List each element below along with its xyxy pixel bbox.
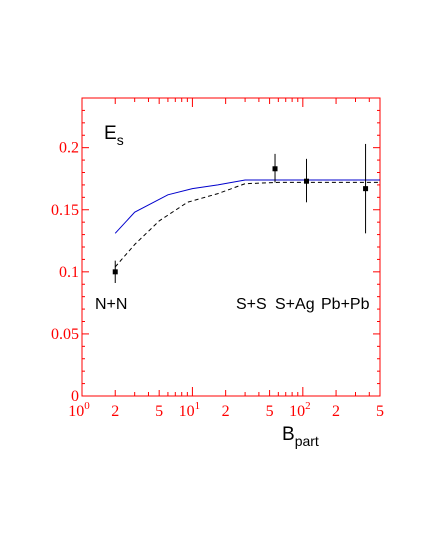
annotation-2: S+Ag [275, 296, 315, 313]
x-tick-label-0: 100 [68, 400, 90, 420]
x-tick-label-7: 2 [332, 403, 340, 420]
x-tick-label-2: 5 [155, 403, 163, 420]
x-tick-label-1: 2 [111, 403, 119, 420]
data-point-1 [272, 166, 278, 172]
annotation-0: N+N [95, 296, 127, 313]
x-tick-label-5: 5 [266, 403, 274, 420]
data-point-0 [112, 269, 118, 275]
data-points [112, 143, 369, 284]
annotation-3: Pb+Pb [321, 296, 370, 313]
data-point-3 [363, 186, 369, 192]
x-tick-label-6: 102 [289, 400, 311, 420]
y-tick-label-2: 0.1 [59, 264, 79, 281]
chart-title-main: E [104, 123, 117, 144]
solid-curve [114, 179, 380, 234]
x-tick-label-4: 2 [222, 403, 230, 420]
dashed-curve [114, 181, 380, 268]
x-tick-label-8: 5 [376, 403, 384, 420]
curves [114, 179, 380, 268]
x-axis: 100 2 5 101 2 5 102 2 5 [68, 98, 384, 420]
collision-labels: N+N S+S S+Ag Pb+Pb [95, 296, 370, 313]
y-tick-label-4: 0.2 [59, 140, 79, 157]
chart-title-sub: s [117, 132, 124, 148]
plot-frame [81, 97, 381, 397]
y-tick-label-3: 0.15 [51, 202, 79, 219]
data-point-2 [304, 178, 310, 184]
y-axis: 0 0.05 0.1 0.15 0.2 [51, 109, 380, 405]
y-tick-label-1: 0.05 [51, 326, 79, 343]
x-tick-label-3: 101 [179, 400, 201, 420]
y-tick-label-0: 0 [71, 388, 79, 405]
x-axis-label-main: B [282, 424, 295, 445]
chart-title: Es [104, 123, 124, 148]
x-axis-label: Bpart [282, 424, 319, 449]
annotation-1: S+S [236, 296, 267, 313]
x-axis-label-sub: part [295, 433, 319, 449]
